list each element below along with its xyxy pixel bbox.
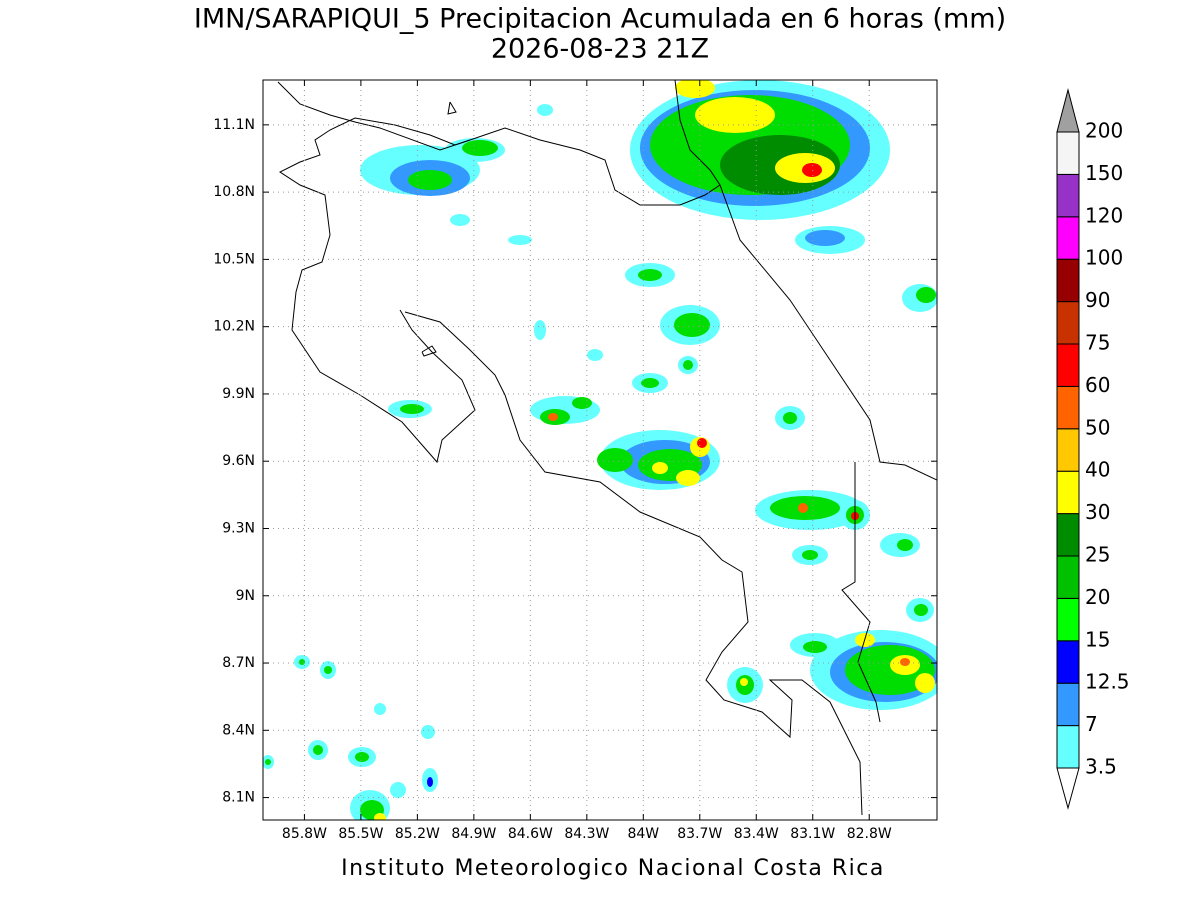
colorbar-box [1056, 428, 1080, 472]
colorbar-label: 25 [1085, 543, 1110, 567]
y-tick-label: 9N [236, 588, 255, 604]
colorbar-label: 40 [1085, 458, 1110, 482]
y-tick-label: 10.5N [213, 251, 255, 267]
subtitle: 2026-08-23 21Z [491, 34, 709, 65]
colorbar-under [1056, 767, 1080, 810]
map-frame [262, 79, 938, 821]
colorbar-box [1056, 513, 1080, 557]
x-tick-label: 85.5W [338, 826, 383, 842]
colorbar-label: 20 [1085, 585, 1110, 609]
x-tick-label: 82.8W [847, 826, 892, 842]
colorbar-box [1056, 173, 1080, 218]
colorbar-box [1056, 640, 1080, 684]
colorbar-label: 200 [1085, 119, 1123, 143]
colorbar-box [1056, 258, 1080, 303]
colorbar-label: 75 [1085, 331, 1110, 355]
colorbar-box [1056, 597, 1080, 642]
colorbar-label: 50 [1085, 415, 1110, 439]
x-tick-label: 85.2W [395, 826, 440, 842]
y-tick-label: 10.2N [213, 319, 255, 335]
colorbar-box [1056, 343, 1080, 387]
colorbar-label: 30 [1085, 500, 1110, 524]
y-tick-label: 9.6N [222, 453, 255, 469]
x-tick-label: 83.1W [790, 826, 835, 842]
footer: Instituto Meteorologico Nacional Costa R… [341, 856, 885, 881]
title: IMN/SARAPIQUI_5 Precipitacion Acumulada … [194, 4, 1006, 35]
x-tick-label: 85.8W [282, 826, 327, 842]
colorbar-label: 7 [1085, 712, 1098, 736]
colorbar-box [1056, 682, 1080, 727]
x-tick-label: 84W [627, 826, 659, 842]
coastlines [277, 80, 937, 816]
colorbar-over [1056, 88, 1080, 133]
colorbar-label: 120 [1085, 203, 1123, 227]
colorbar-box [1056, 216, 1080, 260]
colorbar-box [1056, 555, 1080, 599]
colorbar-label: 150 [1085, 161, 1123, 185]
y-tick-label: 8.7N [222, 655, 255, 671]
colorbar-label: 100 [1085, 246, 1123, 270]
colorbar-label: 90 [1085, 288, 1110, 312]
colorbar-box [1056, 301, 1080, 345]
y-tick-label: 11.1N [213, 117, 255, 133]
colorbar-box [1056, 470, 1080, 515]
colorbar-box [1056, 385, 1080, 430]
colorbar-label: 15 [1085, 627, 1110, 651]
x-tick-label: 84.6W [508, 826, 553, 842]
colorbar-label: 3.5 [1085, 755, 1117, 779]
y-tick-label: 8.1N [222, 790, 255, 806]
x-tick-label: 83.7W [677, 826, 722, 842]
x-tick-label: 84.3W [564, 826, 609, 842]
y-tick-label: 8.4N [222, 722, 255, 738]
precipitation-field [263, 80, 937, 820]
x-tick-label: 84.9W [451, 826, 496, 842]
x-tick-label: 83.4W [734, 826, 779, 842]
colorbar-box [1056, 131, 1080, 175]
y-tick-label: 10.8N [213, 184, 255, 200]
colorbar-label: 12.5 [1085, 670, 1130, 694]
y-tick-label: 9.3N [222, 520, 255, 536]
colorbar-label: 60 [1085, 373, 1110, 397]
y-tick-label: 9.9N [222, 386, 255, 402]
colorbar-box [1056, 725, 1080, 769]
